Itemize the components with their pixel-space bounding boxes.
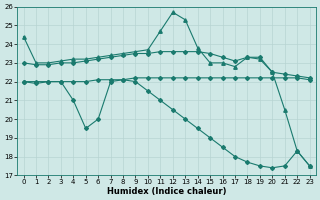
X-axis label: Humidex (Indice chaleur): Humidex (Indice chaleur) [107,187,226,196]
